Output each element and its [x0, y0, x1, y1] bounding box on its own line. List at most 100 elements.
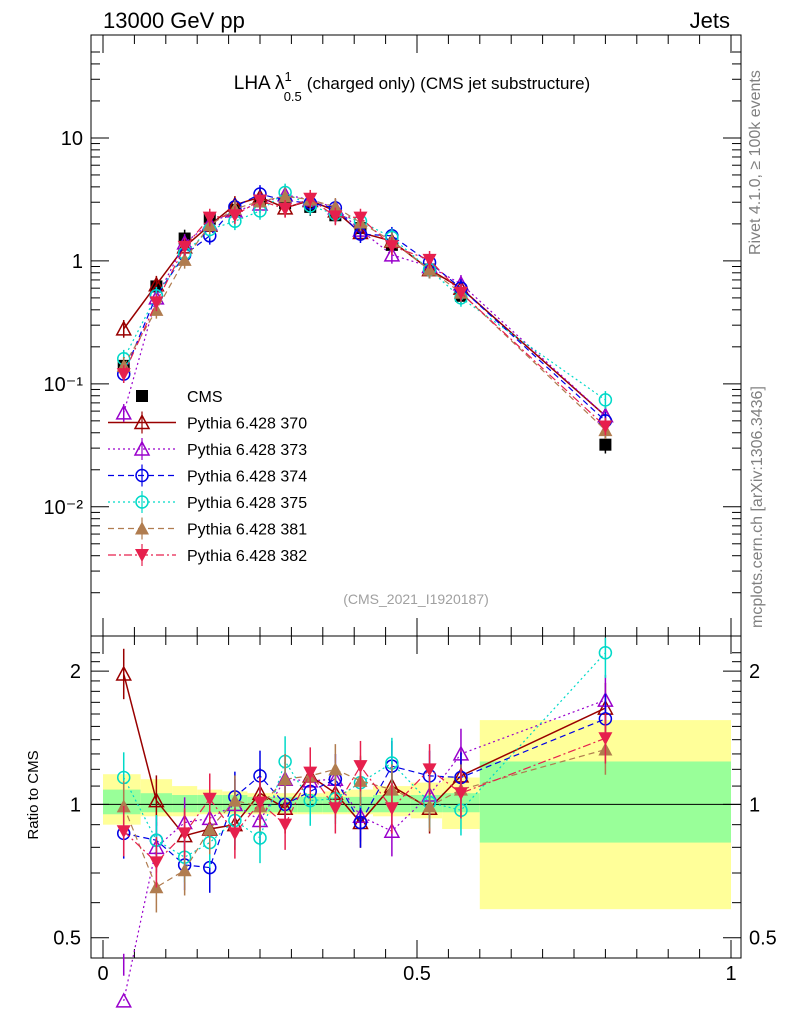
ratio-point	[116, 799, 131, 813]
data-point	[115, 320, 132, 336]
ratio-uncertainty-bands	[103, 720, 731, 910]
legend-marker	[135, 468, 149, 483]
ratio-point	[383, 822, 401, 838]
ratio-y-tick-label-left: 2	[70, 661, 81, 683]
legend-marker	[133, 440, 151, 456]
ratio-point	[227, 793, 242, 807]
header-energy-label: 13000 GeV pp	[103, 8, 245, 33]
ratio-series-pythia-6-428-382	[116, 713, 613, 888]
ratio-series-line	[123, 748, 606, 889]
main-y-tick-label: 1	[72, 251, 83, 273]
ratio-point	[148, 792, 165, 808]
ratio-point	[149, 856, 164, 870]
chart-title: LHA λ1 0.5(charged only) (CMS jet substru…	[234, 69, 590, 104]
ratio-point	[177, 827, 192, 841]
legend-label: Pythia 6.428 375	[187, 495, 307, 512]
series-pythia-6-428-382	[116, 189, 613, 436]
ratio-panel-frame	[90, 635, 742, 959]
legend-label: CMS	[187, 389, 223, 406]
ratio-point	[303, 766, 318, 780]
data-point	[384, 240, 399, 254]
data-point	[422, 253, 437, 267]
data-point	[115, 404, 132, 420]
data-point	[599, 438, 612, 451]
ratio-point	[353, 815, 368, 830]
data-point	[303, 192, 318, 206]
tick-labels: 10⁻² 10⁻¹ 1 10 0.5 0.5 1 1 2 2 0 0.5 1	[44, 128, 777, 985]
ratio-series-line	[123, 652, 606, 858]
ratio-point	[115, 665, 132, 681]
ratio-y-tick-label-left: 1	[70, 794, 81, 816]
legend-entry: Pythia 6.428 375	[108, 491, 307, 513]
legend-marker	[136, 390, 148, 402]
ratio-point	[227, 827, 242, 841]
ratio-point	[598, 645, 613, 660]
data-point	[278, 202, 293, 216]
data-point	[422, 262, 437, 276]
main-y-tick-label: 10⁻²	[44, 497, 84, 519]
legend-marker	[133, 413, 151, 430]
data-point	[453, 286, 468, 300]
ratio-point	[202, 821, 217, 835]
main-y-tick-label: 10	[61, 128, 83, 150]
ratio-point	[328, 802, 343, 816]
series-line	[123, 191, 606, 401]
data-point	[598, 393, 613, 407]
legend-label: Pythia 6.428 373	[187, 442, 307, 459]
legend-entry: Pythia 6.428 374	[108, 464, 307, 487]
data-point	[149, 296, 164, 310]
axis-ticks	[91, 35, 741, 958]
ratio-point	[422, 799, 437, 813]
main-y-tick-label: 10⁻¹	[44, 374, 84, 396]
ratio-point	[177, 863, 192, 877]
plot-frames	[90, 34, 742, 959]
legend-label: Pythia 6.428 374	[187, 469, 307, 486]
data-point	[598, 420, 613, 434]
ratio-point	[253, 831, 267, 845]
ratio-point	[598, 732, 613, 746]
main-panel-series	[115, 183, 614, 454]
series-line	[123, 195, 606, 431]
ratio-y-tick-label-left: 0.5	[53, 928, 81, 950]
legend-label: Pythia 6.428 382	[187, 548, 307, 565]
legend-label: Pythia 6.428 381	[187, 522, 307, 539]
ratio-point	[278, 818, 293, 832]
data-point	[116, 368, 131, 382]
ratio-point	[353, 760, 368, 774]
ratio-point	[202, 792, 217, 806]
legend-entry: Pythia 6.428 382	[108, 544, 307, 566]
ratio-y-tick-label-right: 0.5	[749, 928, 777, 950]
legend-entry: Pythia 6.428 381	[108, 517, 307, 540]
band-inner-bin	[479, 761, 731, 843]
ratio-point	[278, 772, 293, 786]
legend-entry: Pythia 6.428 370	[108, 411, 307, 434]
ratio-point	[328, 762, 343, 776]
data-point	[278, 189, 293, 203]
legend-entry: Pythia 6.428 373	[108, 438, 307, 460]
ratio-point	[384, 802, 399, 816]
ratio-point	[253, 796, 267, 810]
ratio-y-tick-label-right: 2	[749, 661, 760, 683]
ratio-y-tick-label-right: 1	[749, 794, 760, 816]
ratio-point	[453, 787, 468, 801]
x-tick-label: 0.5	[403, 963, 431, 985]
ratio-point	[116, 825, 131, 839]
header-process-label: Jets	[689, 8, 730, 33]
analysis-watermark: (CMS_2021_I1920187)	[343, 591, 489, 607]
legend-marker	[135, 521, 149, 535]
legend-label: Pythia 6.428 370	[187, 416, 307, 433]
legend-marker	[135, 549, 149, 562]
data-point	[177, 252, 192, 266]
legend-entry: CMS	[136, 389, 223, 406]
data-point	[383, 246, 401, 262]
data-point	[253, 194, 267, 208]
legend-marker	[135, 495, 149, 509]
data-point	[177, 240, 192, 254]
legend: CMS Pythia 6.428 370 Pythia 6.428 373 Pythi…	[108, 389, 307, 566]
series-pythia-6-428-375	[116, 183, 613, 409]
ratio-axis-label: Ratio to CMS	[25, 750, 42, 839]
main-panel-frame	[90, 34, 742, 637]
data-point	[353, 211, 368, 225]
x-tick-label: 1	[725, 963, 736, 985]
